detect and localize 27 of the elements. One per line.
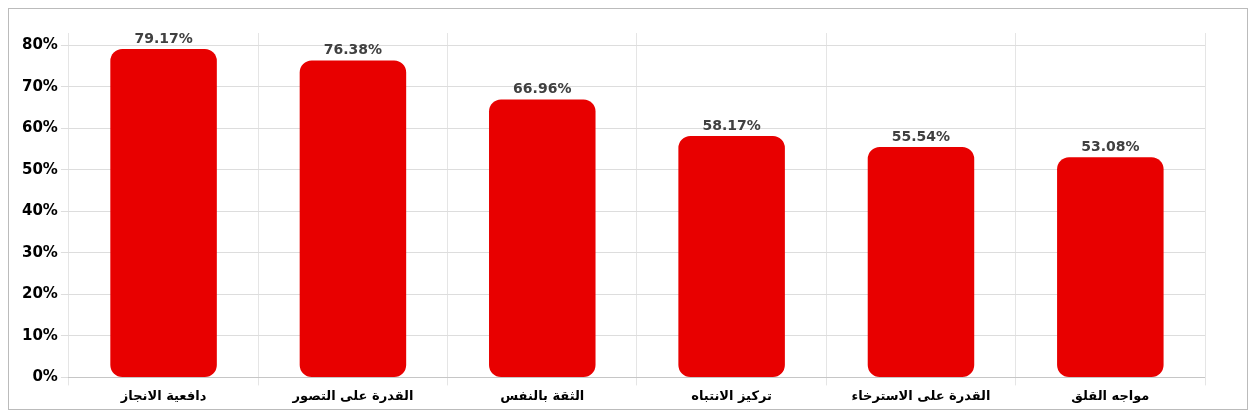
bar	[1057, 157, 1164, 377]
bar	[489, 99, 596, 377]
y-tick-label: 20%	[22, 284, 58, 303]
y-tick-label: 60%	[22, 118, 58, 137]
x-tick-label: القدرة على الاسترخاء	[851, 387, 991, 403]
bar	[867, 146, 975, 377]
bar	[299, 60, 407, 377]
data-label: 58.17%	[702, 116, 761, 133]
x-tick-label: تركيز الانتباه	[691, 387, 772, 403]
data-label: 66.96%	[513, 80, 572, 97]
data-label: 53.08%	[1081, 137, 1140, 154]
bar	[110, 48, 217, 377]
y-tick-label: 50%	[22, 159, 58, 178]
y-tick-label: 30%	[22, 242, 58, 261]
x-tick-label: مواجه القلق	[1071, 387, 1150, 403]
y-tick-label: 80%	[22, 35, 58, 54]
data-label: 76.38%	[323, 41, 383, 58]
x-tick-label: القدرة على التصور	[291, 387, 414, 403]
data-label: 55.54%	[891, 127, 951, 144]
x-tick-label: دافعية الانجاز	[119, 387, 207, 403]
y-tick-label: 40%	[22, 201, 58, 220]
y-tick-label: 10%	[22, 325, 58, 344]
y-tick-label: 0%	[32, 367, 58, 386]
y-tick-label: 70%	[22, 76, 58, 95]
data-label: 79.17%	[134, 29, 193, 46]
bar	[678, 136, 785, 377]
x-tick-label: الثقة بالنفس	[500, 387, 585, 403]
